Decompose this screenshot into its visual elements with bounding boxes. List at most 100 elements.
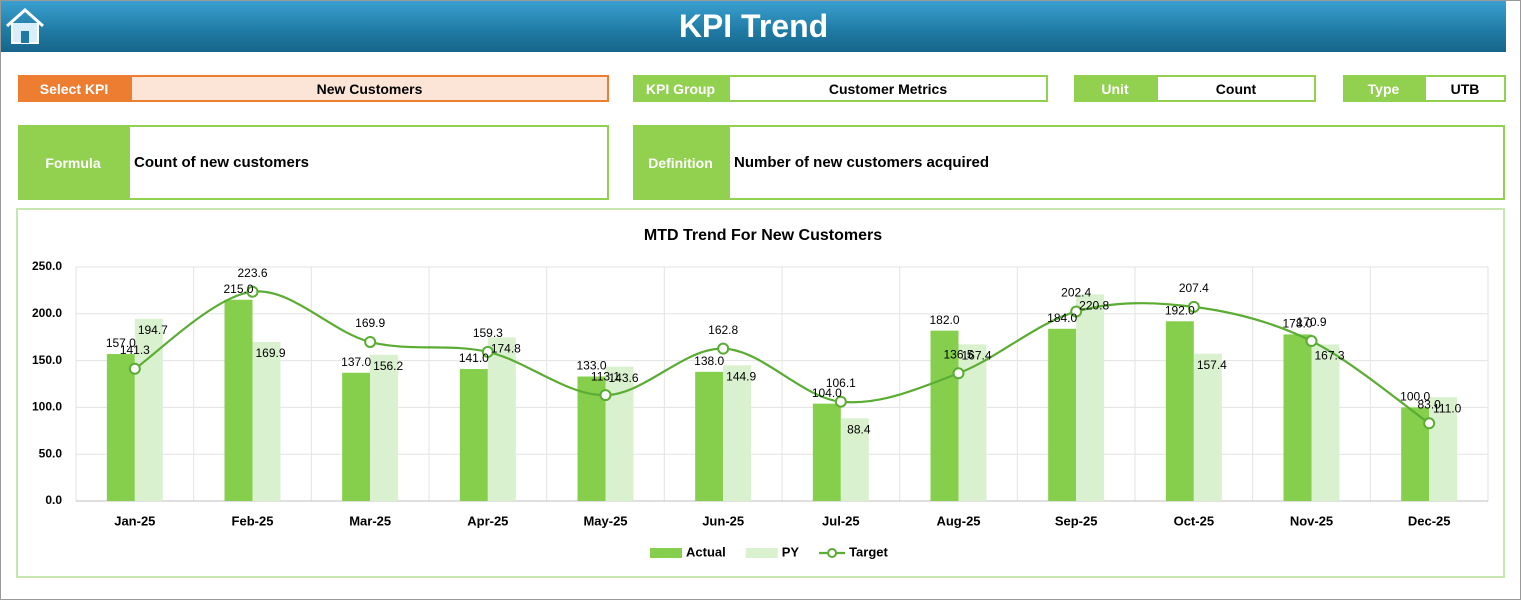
data-label: 143.6: [608, 371, 638, 385]
data-label: 192.0: [1165, 303, 1195, 317]
legend-swatch: [745, 548, 778, 558]
x-tick-label: Mar-25: [349, 513, 391, 528]
x-tick-label: Jan-25: [114, 513, 155, 528]
bar: [1193, 353, 1222, 501]
bar: [252, 341, 281, 501]
data-label: 215.0: [223, 282, 253, 296]
bar: [840, 418, 869, 501]
bar: [1429, 397, 1458, 501]
bar: [224, 299, 253, 501]
field-label: Select KPI: [18, 75, 130, 102]
bar: [1311, 344, 1340, 501]
bar: [605, 366, 634, 501]
data-label: 159.3: [473, 326, 503, 340]
detail-label: Formula: [18, 125, 128, 200]
x-tick-label: Feb-25: [232, 513, 274, 528]
y-tick-label: 200.0: [32, 306, 62, 320]
data-label: 207.4: [1179, 281, 1209, 295]
data-label: 106.1: [826, 376, 856, 390]
chart: MTD Trend For New Customers 0.0 50.0 100.0…: [32, 227, 1489, 559]
data-label: 138.0: [694, 354, 724, 368]
detail-value: Count of new customers: [128, 125, 609, 200]
data-label: 170.9: [1296, 315, 1326, 329]
y-tick-label: 0.0: [45, 493, 62, 507]
target-marker: [364, 335, 377, 348]
data-label: 220.8: [1079, 299, 1109, 313]
home-icon[interactable]: [4, 6, 46, 46]
data-label: 167.3: [1314, 349, 1344, 363]
detail-label: Definition: [633, 125, 728, 200]
data-label: 223.6: [237, 266, 267, 280]
field-value: Count: [1156, 75, 1316, 102]
target-line: [134, 290, 1430, 425]
data-label: 111.0: [1433, 401, 1462, 415]
bar: [342, 372, 371, 501]
field-value: UTB: [1424, 75, 1506, 102]
x-tick-label: Apr-25: [467, 513, 508, 528]
data-label: 144.9: [726, 370, 756, 384]
target-marker: [1070, 305, 1083, 318]
target-marker: [599, 389, 612, 402]
field-label: Type: [1343, 75, 1424, 102]
data-label: 182.0: [929, 313, 959, 327]
target-marker: [952, 367, 965, 380]
data-label: 133.0: [576, 359, 606, 373]
bar: [695, 371, 724, 501]
x-tick-label: May-25: [583, 513, 627, 528]
target-marker: [1305, 335, 1318, 348]
target-marker: [481, 345, 494, 358]
data-label: 202.4: [1061, 286, 1091, 300]
bar: [1076, 294, 1105, 501]
field-label: Unit: [1074, 75, 1156, 102]
header-title: KPI Trend: [1, 1, 1506, 52]
bar: [106, 354, 135, 501]
data-label: 194.7: [138, 323, 168, 337]
legend-label: PY: [782, 544, 800, 559]
data-label: 104.0: [812, 386, 842, 400]
legend-swatch: [650, 548, 682, 558]
bar: [1048, 328, 1077, 501]
target-marker: [128, 362, 141, 375]
data-label: 141.3: [120, 343, 150, 357]
field-value: Customer Metrics: [728, 75, 1048, 102]
data-label: 137.0: [341, 355, 371, 369]
x-tick-label: Dec-25: [1408, 513, 1451, 528]
data-label: 156.2: [373, 359, 403, 373]
data-label: 178.0: [1282, 317, 1312, 331]
data-label: 83.0: [1417, 397, 1441, 411]
y-tick-label: 100.0: [32, 400, 62, 414]
data-label: 157.4: [1197, 358, 1227, 372]
bar: [723, 365, 752, 501]
chart-title: MTD Trend For New Customers: [644, 227, 882, 244]
target-marker: [1423, 417, 1436, 430]
data-label: 136.5: [943, 347, 973, 361]
bar: [1165, 321, 1194, 501]
x-tick-label: Oct-25: [1174, 513, 1214, 528]
x-tick-label: Aug-25: [936, 513, 980, 528]
data-label: 157.0: [106, 336, 136, 350]
field-label: KPI Group: [633, 75, 728, 102]
bar: [1283, 334, 1312, 501]
chart-panel: MTD Trend For New Customers 0.0 50.0 100.0…: [16, 208, 1505, 578]
x-tick-label: Jul-25: [822, 513, 860, 528]
field-value[interactable]: New Customers: [130, 75, 609, 102]
x-tick-label: Jun-25: [702, 513, 744, 528]
data-label: 184.0: [1047, 311, 1077, 325]
bar: [487, 337, 516, 501]
data-label: 162.8: [708, 323, 738, 337]
x-tick-label: Nov-25: [1290, 513, 1333, 528]
target-marker: [246, 285, 259, 298]
y-tick-label: 250.0: [32, 259, 62, 273]
data-label: 167.4: [961, 348, 991, 362]
target-marker: [1187, 300, 1200, 313]
bar: [370, 354, 399, 501]
data-label: 100.0: [1400, 390, 1430, 404]
bar: [930, 330, 959, 501]
x-tick-label: Sep-25: [1055, 513, 1098, 528]
bar: [812, 403, 841, 501]
y-tick-label: 50.0: [39, 446, 63, 460]
legend-label: Target: [849, 544, 888, 559]
data-label: 169.9: [255, 346, 285, 360]
legend-swatch: [827, 548, 838, 558]
data-label: 169.9: [355, 316, 385, 330]
